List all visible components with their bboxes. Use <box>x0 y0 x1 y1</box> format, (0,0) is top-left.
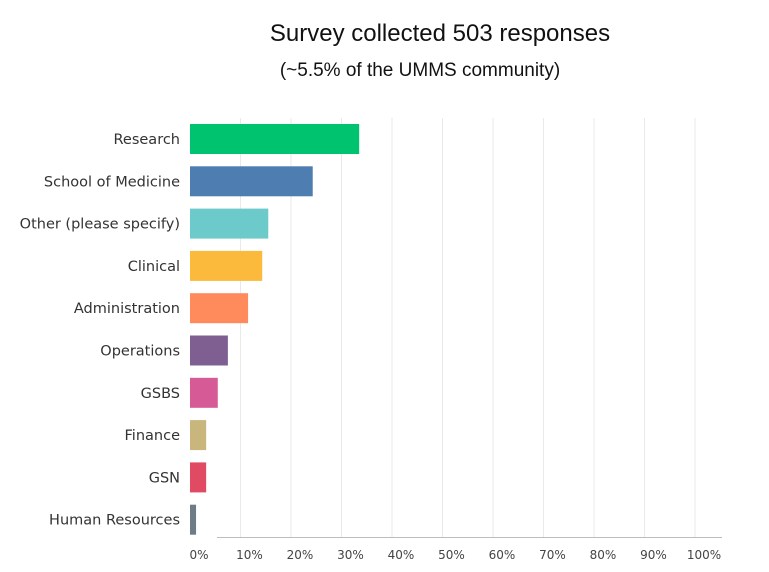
x-tick-label: 40% <box>388 548 415 562</box>
x-tick-label: 30% <box>337 548 364 562</box>
bar <box>190 420 207 451</box>
category-label: Other (please specify) <box>20 217 180 233</box>
x-tick-label: 80% <box>590 548 617 562</box>
category-label: GSN <box>149 470 180 486</box>
bar <box>190 335 228 366</box>
category-label: Administration <box>74 301 180 317</box>
bar <box>190 293 249 324</box>
chart-subtitle: (~5.5% of the UMMS community) <box>279 60 561 81</box>
category-labels: Research School of Medicine Other (please … <box>20 132 180 529</box>
bar <box>190 377 218 408</box>
category-label: School of Medicine <box>44 174 180 190</box>
chart-title: Survey collected 503 responses <box>269 20 611 47</box>
bars <box>190 124 360 535</box>
x-tick-label: 0% <box>189 548 208 562</box>
gridlines <box>240 118 696 537</box>
bar <box>190 166 313 197</box>
category-label: Human Resources <box>49 513 180 529</box>
category-label: Operations <box>100 344 180 360</box>
x-tick-label: 100% <box>687 548 721 562</box>
category-label: Finance <box>125 428 181 444</box>
category-label: Clinical <box>128 259 180 275</box>
x-tick-label: 20% <box>287 548 314 562</box>
category-label: GSBS <box>141 386 180 402</box>
bar <box>190 462 207 493</box>
x-tick-label: 50% <box>438 548 465 562</box>
x-axis: 0% 10% 20% 30% 40% 50% 60% 70% 80% 90% 100% <box>189 537 722 562</box>
bar <box>190 250 263 281</box>
category-label: Research <box>113 132 180 148</box>
bar <box>190 208 269 239</box>
x-tick-label: 70% <box>539 548 566 562</box>
x-tick-label: 90% <box>640 548 667 562</box>
bar <box>190 504 197 535</box>
x-tick-label: 10% <box>236 548 263 562</box>
bar <box>190 124 360 154</box>
x-tick-label: 60% <box>489 548 516 562</box>
